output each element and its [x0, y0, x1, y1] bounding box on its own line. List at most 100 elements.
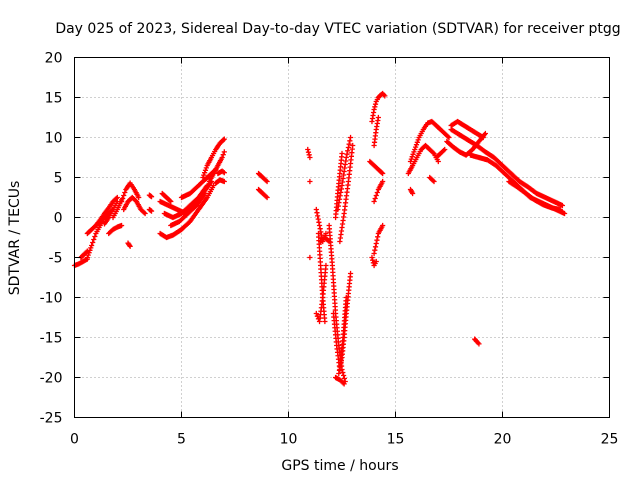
data-point-marker [220, 137, 227, 143]
data-point-marker [307, 178, 313, 185]
y-tick-label: -10 [40, 291, 63, 307]
x-tick-label: 25 [601, 432, 619, 448]
data-segment [506, 178, 563, 213]
data-point-marker [202, 190, 208, 197]
data-point-marker [220, 152, 226, 158]
x-tick-label: 20 [494, 432, 512, 448]
data-point-marker [375, 114, 381, 121]
data-point-marker [557, 206, 563, 213]
data-segment [200, 136, 227, 181]
data-segment [307, 254, 313, 261]
data-point-marker [412, 146, 418, 153]
data-point-marker [382, 93, 388, 99]
data-segment [206, 149, 227, 185]
data-point-marker [127, 243, 133, 249]
data-point-marker [446, 134, 452, 141]
data-segment [326, 222, 348, 385]
data-segment [146, 192, 155, 200]
data-point-marker [442, 146, 448, 153]
data-point-marker [346, 141, 352, 147]
data-segment [474, 142, 566, 209]
data-point-marker [415, 137, 421, 143]
data-segment [121, 194, 148, 217]
data-point-marker [340, 369, 346, 376]
data-point-marker [202, 170, 208, 176]
data-point-marker [380, 222, 386, 229]
data-point-marker [373, 240, 379, 247]
data-segment [433, 146, 448, 161]
data-point-marker [306, 152, 312, 158]
data-point-marker [221, 149, 227, 155]
data-point-marker [88, 245, 94, 251]
data-point-marker [126, 242, 133, 248]
data-point-marker [89, 242, 95, 249]
data-point-marker [167, 198, 173, 204]
data-segment [93, 194, 120, 229]
y-tick-label: 5 [54, 171, 63, 187]
data-point-marker [221, 136, 227, 142]
data-segment [215, 168, 227, 177]
data-point-marker [92, 233, 98, 240]
data-point-marker [379, 170, 385, 176]
data-point-marker [263, 193, 269, 200]
data-segment [367, 158, 386, 177]
data-point-marker [219, 154, 225, 161]
data-point-marker [559, 202, 566, 209]
data-point-marker [441, 147, 447, 154]
data-segment [427, 174, 437, 185]
data-segment [337, 142, 356, 245]
y-tick-label: 10 [45, 131, 63, 147]
data-point-marker [168, 198, 174, 205]
data-point-marker [221, 178, 227, 185]
data-point-marker [203, 165, 209, 171]
data-segment [305, 146, 313, 161]
data-point-marker [142, 210, 148, 217]
data-segment [407, 186, 416, 197]
plot-frame [74, 57, 610, 418]
data-point-marker [369, 254, 375, 261]
data-point-marker [148, 194, 155, 200]
y-tick-label: -20 [40, 371, 63, 387]
data-point-marker [373, 258, 379, 265]
data-point-marker [347, 134, 354, 141]
data-point-marker [476, 341, 482, 347]
data-point-marker [561, 210, 568, 217]
data-point-marker [220, 169, 226, 175]
data-point-marker [307, 254, 313, 261]
data-point-marker [409, 154, 415, 160]
data-point-marker [343, 294, 349, 301]
data-segment [371, 222, 386, 257]
data-point-marker [118, 222, 125, 229]
data-point-marker [374, 189, 380, 196]
data-point-marker [263, 177, 269, 184]
data-point-marker [200, 174, 206, 181]
data-point-marker [121, 192, 127, 199]
data-point-marker [414, 139, 420, 145]
data-point-marker [431, 178, 437, 185]
data-point-marker [373, 192, 379, 199]
data-point-marker [482, 130, 488, 137]
data-point-marker [120, 195, 126, 202]
data-segment [168, 190, 208, 229]
data-segment [369, 254, 379, 269]
chart-title: Day 025 of 2023, Sidereal Day-to-day VTE… [55, 21, 620, 37]
data-point-marker [307, 154, 313, 161]
data-point-marker [85, 252, 91, 258]
data-segment [448, 126, 480, 149]
data-point-marker [340, 380, 346, 386]
data-segment [255, 170, 270, 185]
data-segment [307, 178, 313, 185]
data-point-marker [148, 208, 155, 214]
data-segment [444, 130, 488, 158]
y-tick-label: 15 [45, 91, 63, 107]
data-point-marker [445, 133, 451, 140]
data-point-marker [350, 142, 356, 149]
data-point-marker [408, 156, 414, 162]
data-point-marker [323, 262, 329, 269]
y-tick-label: 20 [45, 51, 63, 67]
x-tick-label: 15 [387, 432, 405, 448]
data-point-marker [372, 247, 378, 253]
data-point-marker [341, 372, 347, 379]
data-point-marker [372, 101, 379, 107]
data-point-marker [372, 104, 378, 110]
